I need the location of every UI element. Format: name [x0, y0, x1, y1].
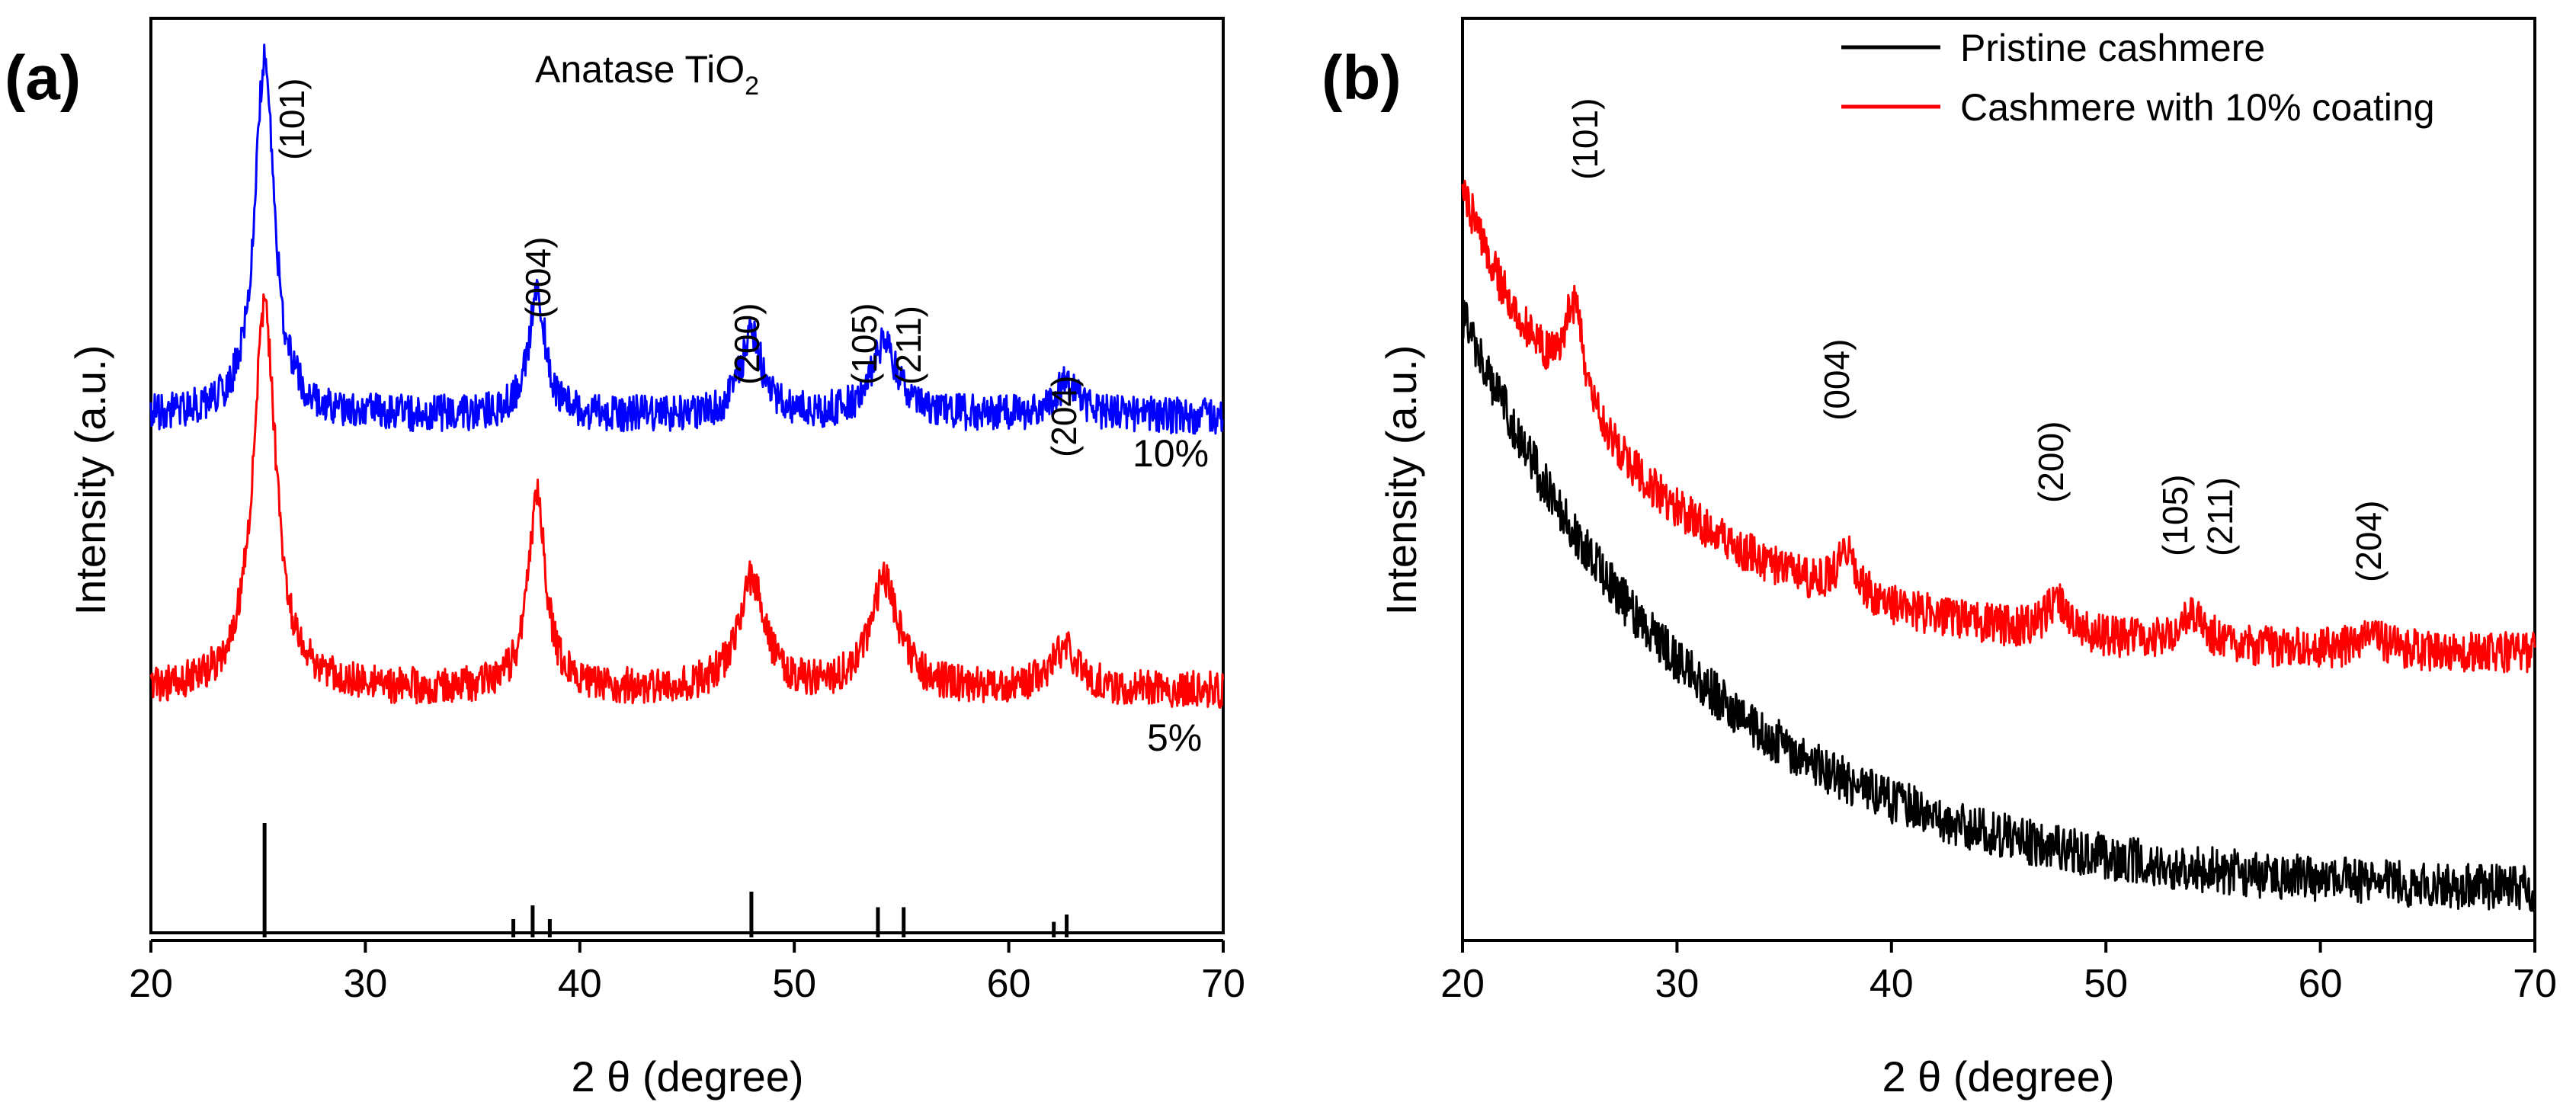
- a-peak-label-101: (101): [272, 78, 312, 160]
- b-peak-label-211: (211): [2200, 477, 2240, 556]
- a-peak-label-211: (211): [889, 306, 928, 385]
- series-5-: [149, 293, 1225, 709]
- panel-b-legend: Pristine cashmere Cashmere with 10% coat…: [1841, 27, 2435, 129]
- b-peak-label-105: (105): [2155, 475, 2195, 556]
- panel-a-series: [149, 43, 1225, 709]
- x-tick-label-50: 50: [772, 962, 816, 1006]
- x-tick-label-50: 50: [2084, 962, 2128, 1006]
- panel-b-xlabel: 2 θ (degree): [1882, 1052, 2114, 1100]
- panel-b: (b) 20 30 40 50 60 70 Pristine cashmere Cashm…: [1322, 17, 2557, 1100]
- panel-b-series: [1461, 179, 2536, 912]
- panel-a-annotation: Anatase TiO2: [535, 48, 759, 101]
- x-tick-label-30: 30: [1655, 962, 1699, 1006]
- panel-b-label: (b): [1322, 43, 1402, 113]
- b-peak-label-101: (101): [1565, 98, 1605, 180]
- a-peak-label-004: (004): [518, 237, 558, 319]
- series-label-10pct: 10%: [1133, 432, 1209, 475]
- x-tick-label-20: 20: [129, 962, 173, 1006]
- panel-a-frame: [149, 17, 1225, 934]
- panel-b-ticks: 20 30 40 50 60 70: [1440, 940, 2557, 1006]
- x-tick-label-70: 70: [2513, 962, 2557, 1006]
- panel-a-reference-lines: [262, 823, 1069, 937]
- series-cashmere-with-10-coating: [1461, 179, 2536, 674]
- a-peak-label-105: (105): [844, 303, 884, 385]
- annotation-subscript: 2: [745, 72, 759, 101]
- panel-a-xlabel: 2 θ (degree): [571, 1052, 803, 1100]
- x-tick-label-40: 40: [1870, 962, 1914, 1006]
- panel-a-label: (a): [5, 43, 81, 113]
- series-label-5pct: 5%: [1147, 716, 1202, 759]
- a-peak-label-204: (204): [1044, 376, 1084, 457]
- x-tick-label-60: 60: [2299, 962, 2343, 1006]
- series-10-: [149, 43, 1224, 435]
- a-peak-label-200: (200): [727, 303, 767, 385]
- annotation-main: Anatase TiO: [535, 48, 745, 91]
- series-pristine-cashmere: [1461, 298, 2536, 912]
- b-peak-label-200: (200): [2031, 421, 2071, 503]
- x-tick-label-70: 70: [1201, 962, 1245, 1006]
- b-peak-label-004: (004): [1817, 339, 1857, 421]
- panel-a-ylabel: Intensity (a.u.): [66, 345, 114, 616]
- x-tick-label-30: 30: [343, 962, 387, 1006]
- panel-a-ticks: 20 30 40 50 60 70: [129, 940, 1245, 1006]
- legend-label-pristine: Pristine cashmere: [1960, 27, 2265, 69]
- x-tick-label-60: 60: [987, 962, 1031, 1006]
- x-tick-label-20: 20: [1440, 962, 1485, 1006]
- x-tick-label-40: 40: [558, 962, 602, 1006]
- panel-b-ylabel: Intensity (a.u.): [1377, 345, 1425, 616]
- b-peak-label-204: (204): [2349, 501, 2389, 582]
- panel-a: (a) 20 30 40 50 60 70 Anatase TiO2 (101) (004…: [5, 17, 1245, 1100]
- legend-label-coated: Cashmere with 10% coating: [1960, 86, 2435, 129]
- panel-b-frame: [1461, 17, 2536, 942]
